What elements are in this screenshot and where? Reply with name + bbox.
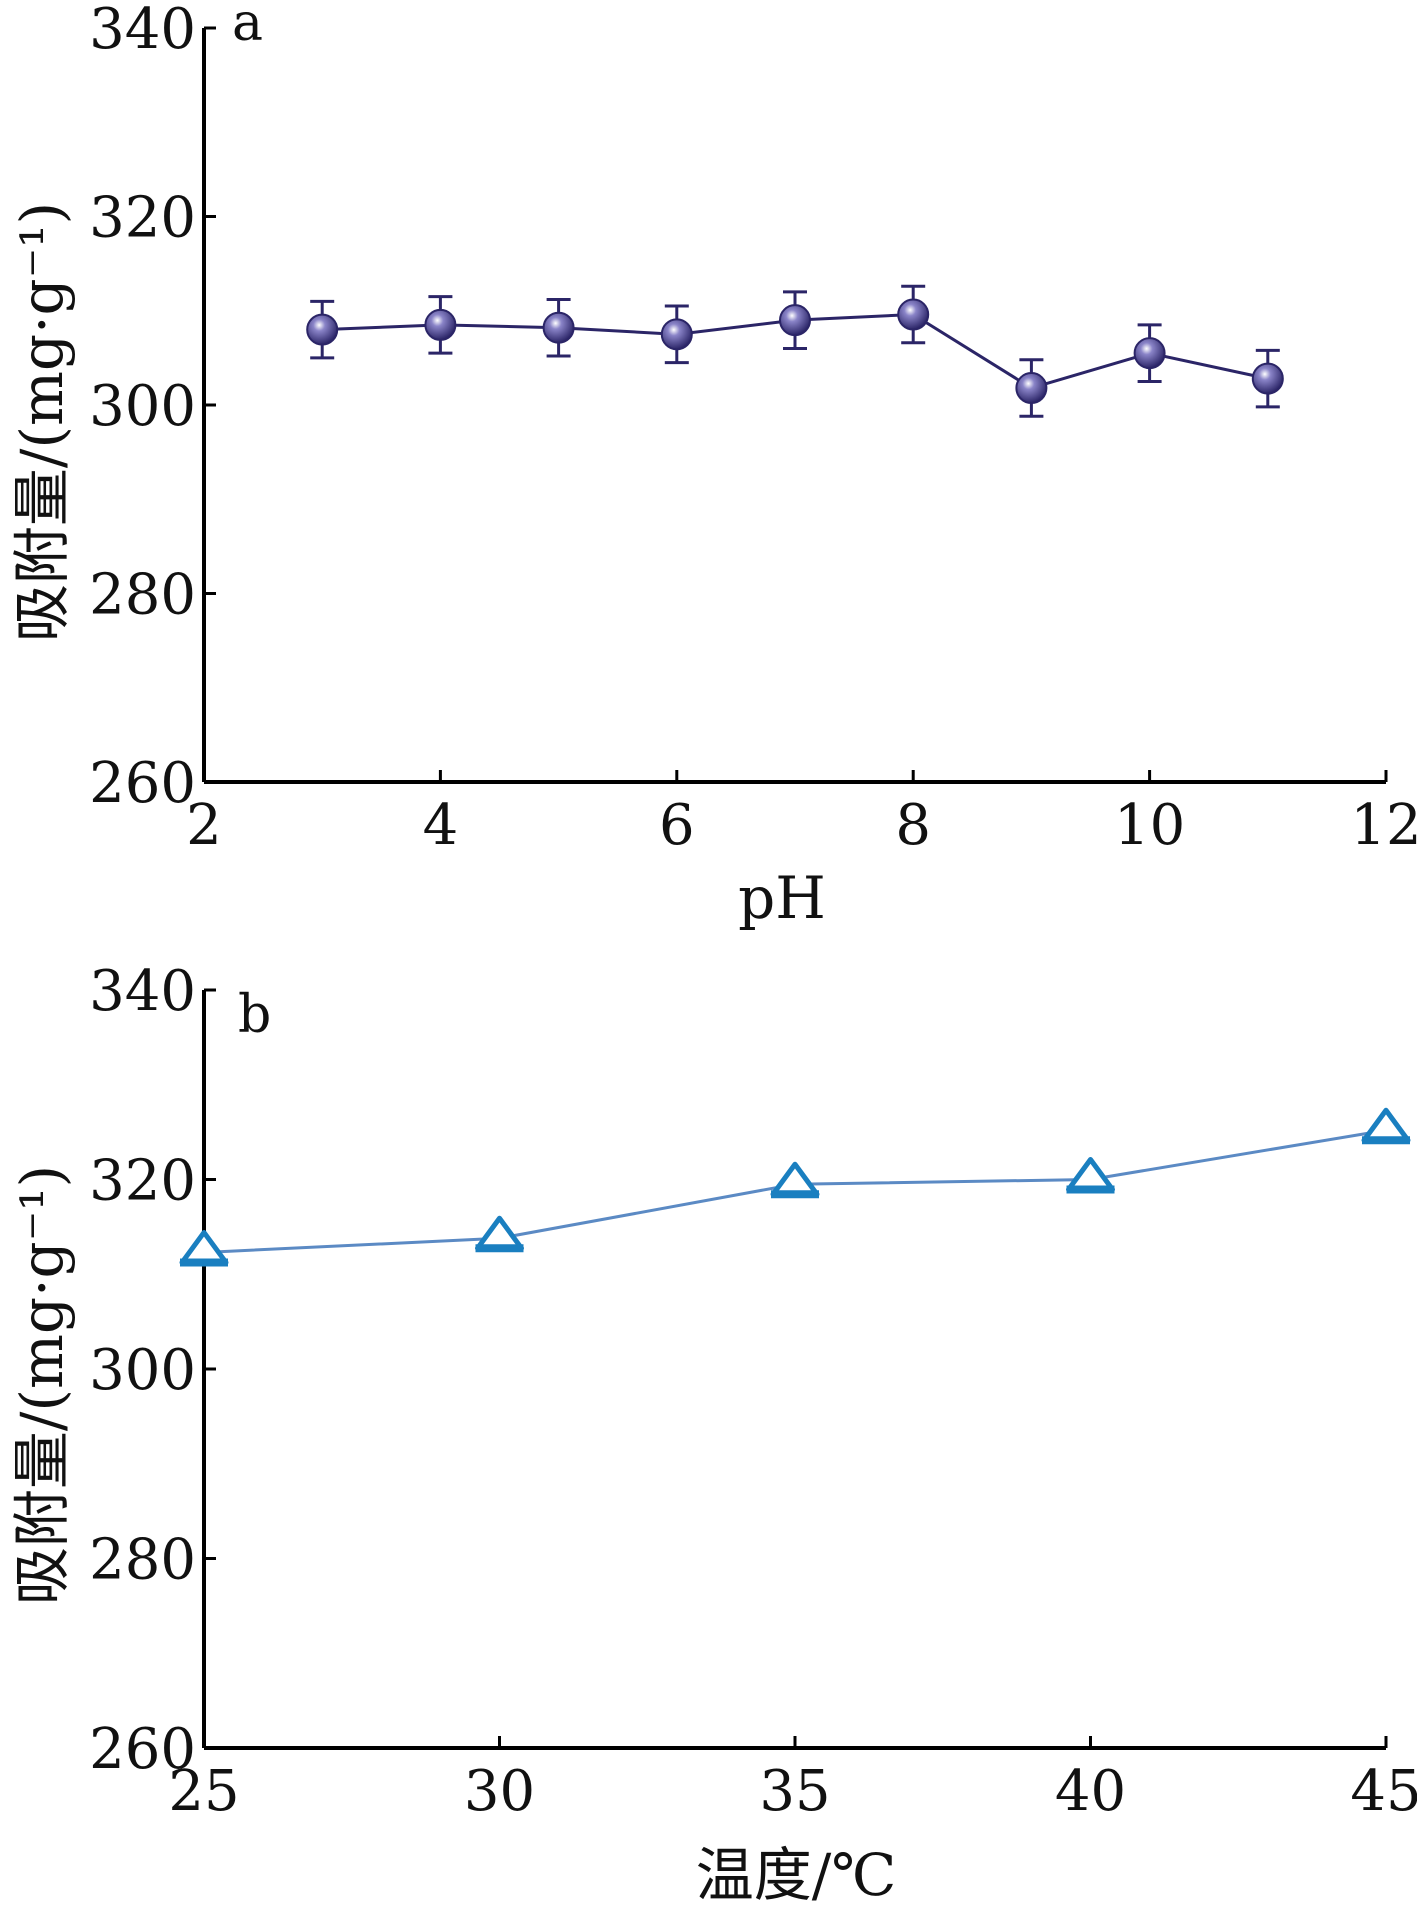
y-tick-label: 340 [89,0,196,62]
x-tick-label: 12 [1350,793,1417,858]
x-tick-label: 45 [1350,1759,1417,1824]
y-tick-label: 260 [89,1717,196,1782]
data-point [475,1215,524,1251]
y-axis-title: 吸附量/(mg·g⁻¹) [8,1165,76,1605]
x-tick-label: 35 [759,1759,830,1824]
y-tick-label: 280 [89,1528,196,1593]
data-point [770,1161,820,1197]
data-point [1133,337,1166,370]
data-point [179,1229,229,1265]
x-tick-label: 10 [1114,793,1185,858]
data-point [779,304,811,337]
x-tick-label: 30 [464,1759,535,1824]
data-point [306,313,339,346]
data-point [1066,1157,1115,1192]
x-axis-title: 温度/℃ [696,1841,896,1909]
x-tick-label: 6 [659,793,695,858]
y-tick-label: 260 [89,751,196,816]
data-point [1251,362,1284,395]
x-axis-title: pH [738,864,826,932]
x-tick-label: 25 [168,1759,239,1824]
data-point [1015,372,1048,405]
y-tick-label: 320 [89,1149,196,1214]
y-tick-label: 280 [89,563,196,628]
data-point [542,311,575,344]
y-tick-label: 300 [89,1338,196,1403]
y-tick-label: 300 [89,374,196,439]
chart-panel-a: a pH 吸附量/(mg·g⁻¹) 2 4 6 8 10 12 260 280 300 320 3… [8,0,1417,932]
y-tick-label: 340 [89,959,196,1024]
x-tick-label: 4 [423,793,459,858]
panel-label: a [232,0,263,53]
series-group [179,1107,1411,1267]
data-point [424,308,457,341]
data-point [897,298,930,331]
panel-label: b [238,985,271,1045]
y-axis-title: 吸附量/(mg·g⁻¹) [8,202,76,642]
x-tick-label: 2 [186,793,222,858]
y-tick-label: 320 [89,186,196,251]
x-tick-label: 8 [895,793,931,858]
x-tick-label: 40 [1055,1759,1126,1824]
data-point [660,318,693,351]
series-group [306,284,1284,418]
data-point [1361,1107,1411,1143]
chart-panel-b: b 温度/℃ 吸附量/(mg·g⁻¹) 25 30 35 40 45 260 280 300… [8,959,1417,1909]
